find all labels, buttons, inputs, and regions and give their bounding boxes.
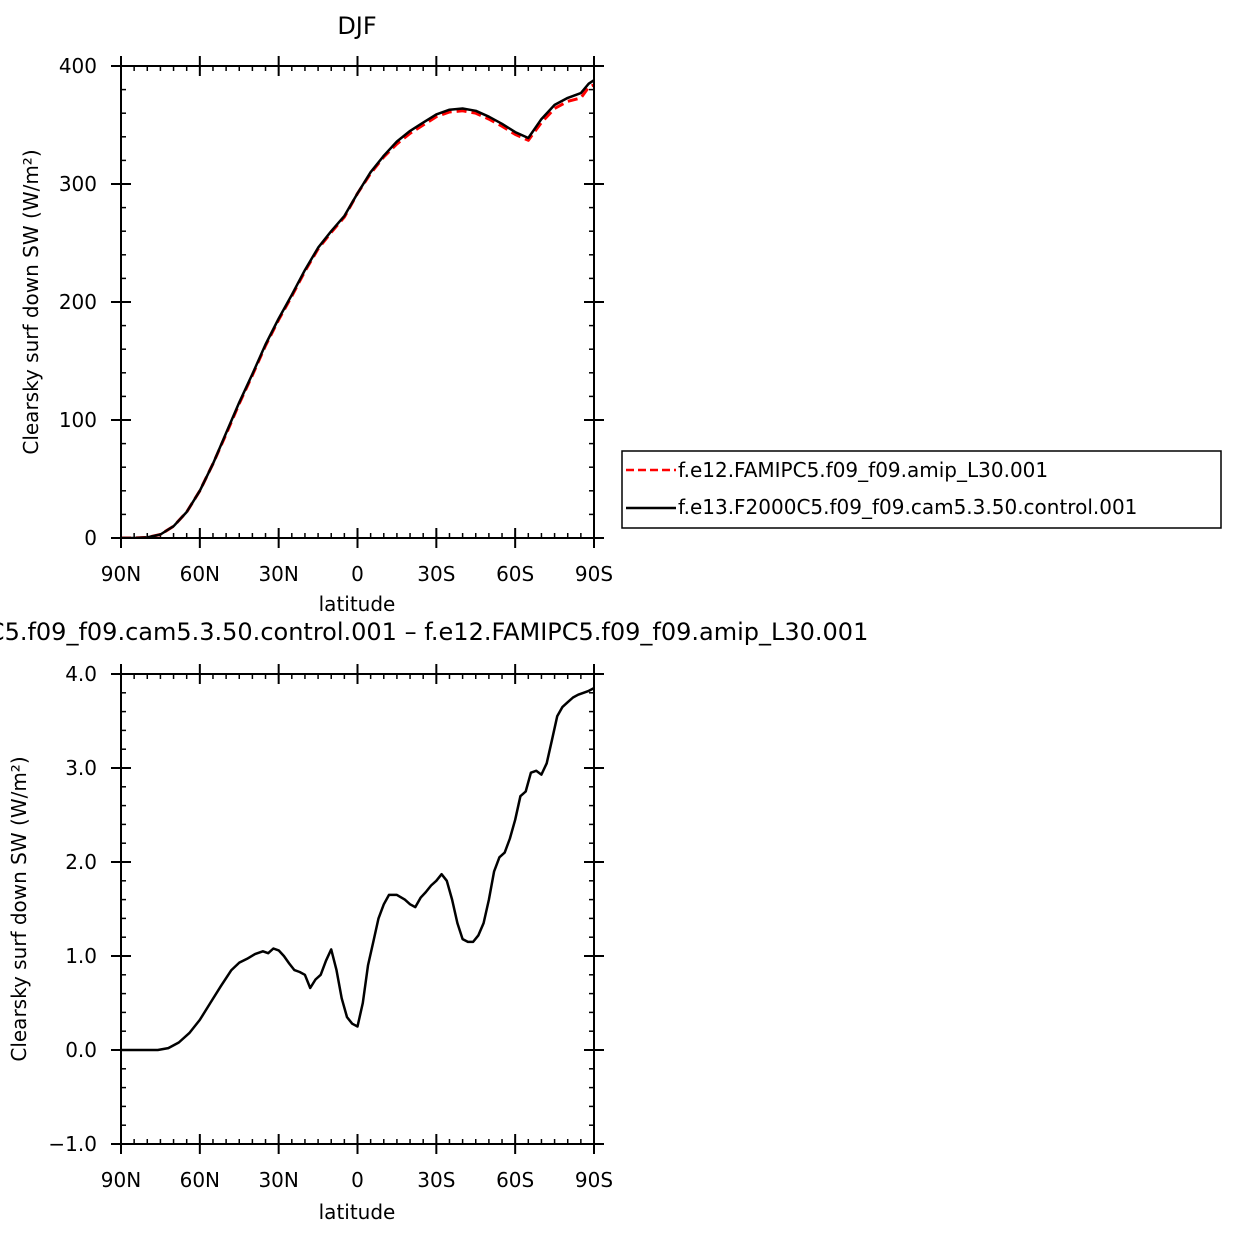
series-line-1 [121, 80, 594, 538]
y-tick-label: 3.0 [65, 756, 97, 780]
top-panel: DJF 90N 60N 30N 0 30S 60S 90S 0 100 200 300 400 lat… [19, 12, 613, 616]
top-chart-title: DJF [337, 12, 376, 40]
top-axis-ticks [111, 56, 604, 548]
legend-label-control: f.e13.F2000C5.f09_f09.cam5.3.50.control.… [678, 495, 1137, 519]
bottom-y-axis-label: Clearsky surf down SW (W/m²) [7, 756, 31, 1061]
y-tick-label: 200 [59, 290, 97, 314]
x-tick-label: 90S [575, 1168, 613, 1192]
legend-label-amip: f.e12.FAMIPC5.f09_f09.amip_L30.001 [678, 458, 1048, 482]
x-tick-label: 30N [258, 562, 298, 586]
bottom-x-axis-label: latitude [319, 1200, 396, 1224]
bottom-panel: f.e13.F2000C5.f09_f09.cam5.3.50.control.… [0, 618, 868, 1224]
y-tick-label: 2.0 [65, 850, 97, 874]
top-y-axis-label: Clearsky surf down SW (W/m²) [19, 149, 43, 454]
y-tick-label: 300 [59, 172, 97, 196]
bottom-axis-ticks [111, 664, 604, 1154]
y-tick-label: 1.0 [65, 944, 97, 968]
x-tick-label: 30S [417, 562, 455, 586]
y-tick-label: 100 [59, 408, 97, 432]
x-tick-label: 60S [496, 562, 534, 586]
y-tick-label: 0 [84, 526, 97, 550]
x-tick-label: 60N [180, 1168, 220, 1192]
series-line-0 [121, 85, 594, 538]
bottom-plot-frame [121, 674, 594, 1144]
x-tick-label: 30S [417, 1168, 455, 1192]
x-tick-label: 30N [258, 1168, 298, 1192]
y-tick-label: −1.0 [48, 1132, 97, 1156]
x-tick-label: 0 [351, 562, 364, 586]
series-line-0 [121, 688, 594, 1050]
top-x-axis-label: latitude [319, 592, 396, 616]
x-tick-label: 90S [575, 562, 613, 586]
y-tick-label: 400 [59, 54, 97, 78]
y-tick-label: 4.0 [65, 662, 97, 686]
x-tick-label: 60S [496, 1168, 534, 1192]
x-tick-label: 60N [180, 562, 220, 586]
top-series-lines [121, 80, 594, 538]
bottom-series-lines [121, 688, 594, 1050]
bottom-axis-tick-labels: 90N 60N 30N 0 30S 60S 90S −1.0 0.0 1.0 2.0 3.0 4.0 [48, 662, 613, 1192]
bottom-chart-title: f.e13.F2000C5.f09_f09.cam5.3.50.control.… [0, 618, 868, 646]
legend: f.e12.FAMIPC5.f09_f09.amip_L30.001 f.e13… [622, 451, 1221, 528]
x-tick-label: 0 [351, 1168, 364, 1192]
y-tick-label: 0.0 [65, 1038, 97, 1062]
x-tick-label: 90N [101, 1168, 141, 1192]
x-tick-label: 90N [101, 562, 141, 586]
